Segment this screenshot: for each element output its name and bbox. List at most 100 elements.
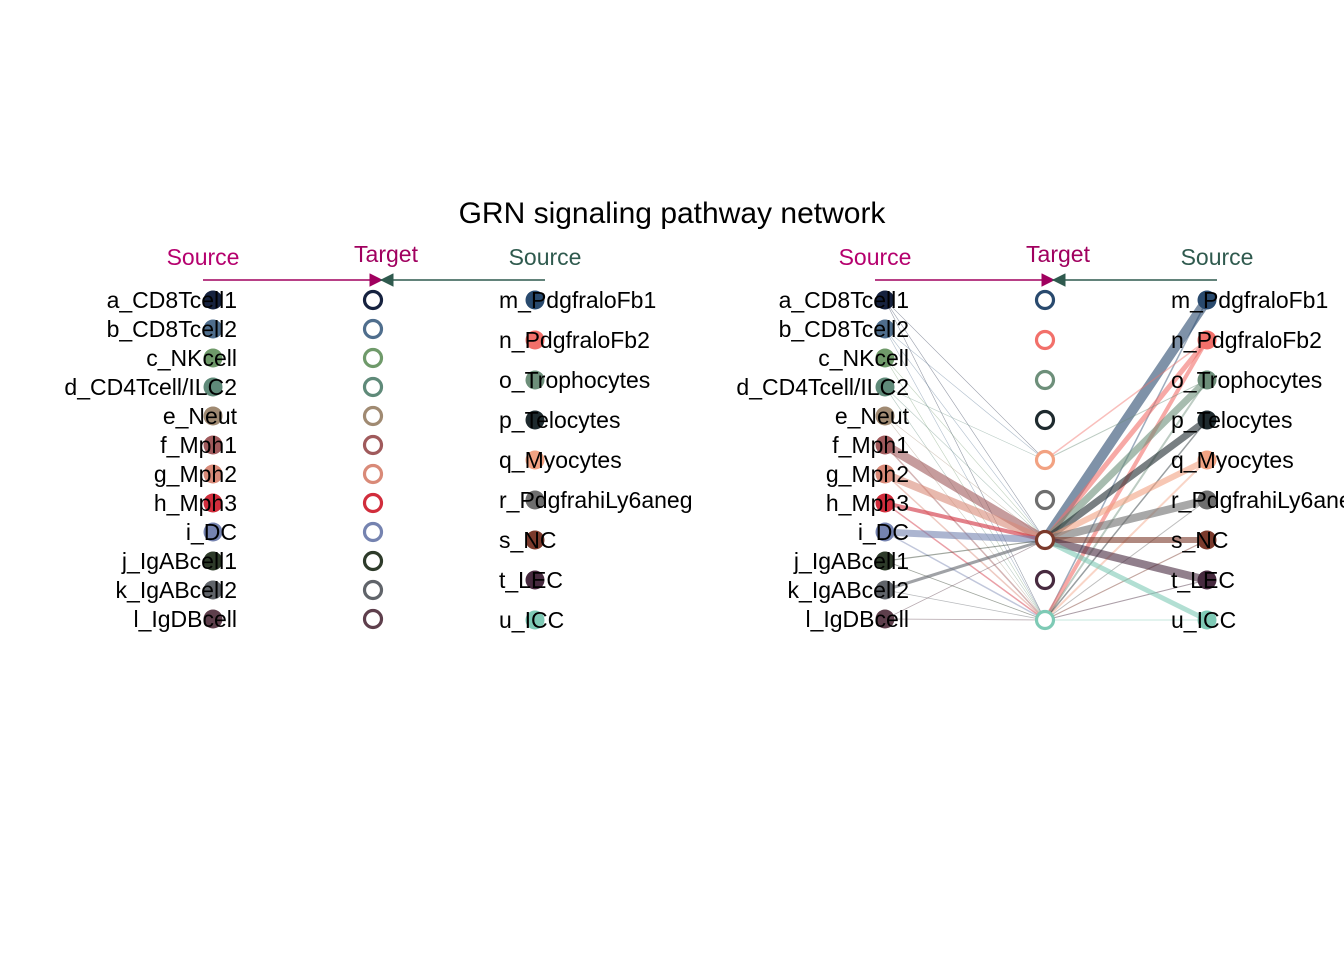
source-node-a [203, 290, 223, 310]
source-label-c: c_NKcell [818, 345, 909, 371]
source-node-l [203, 609, 223, 629]
target-node-r [1034, 489, 1056, 511]
target-node-k [362, 579, 384, 601]
source-label-l: l_IgDBcell [805, 606, 909, 632]
edge-i-to-u [884, 531, 1046, 621]
source-label-n: n_PdgfraloFb2 [1171, 327, 1322, 353]
source-label-b: b_CD8Tcell2 [779, 316, 909, 342]
source-node-m [525, 290, 545, 310]
source-label-s: s_NC [499, 527, 557, 553]
target-node-s [1034, 529, 1056, 551]
source-label-r: r_PdgfrahiLy6aneg [1171, 487, 1344, 513]
edge-d-to-s [884, 386, 1046, 541]
edge-j-to-u [884, 560, 1046, 621]
source-label-q: q_Myocytes [1171, 447, 1294, 473]
target-node-u [1034, 609, 1056, 631]
source-node-o [525, 370, 545, 390]
source-node-j [203, 551, 223, 571]
source-label-p: p_Telocytes [499, 407, 620, 433]
panel-right: Source Target Source a_CD8Tcell1 b_CD8Tcell2… [736, 241, 1344, 633]
source-node-g [875, 464, 895, 484]
target-node-p [1034, 409, 1056, 431]
edge-d-to-q [884, 386, 1046, 461]
edge-b-to-s [884, 328, 1046, 541]
source-node-n [525, 330, 545, 350]
source-node-c [875, 348, 895, 368]
source-node-q [1197, 450, 1217, 470]
source-label-g: g_Mph2 [154, 461, 237, 487]
source-label-b: b_CD8Tcell2 [107, 316, 237, 342]
source-node-b [875, 319, 895, 339]
target-node-m [1034, 289, 1056, 311]
source-node-r [525, 490, 545, 510]
panels: Source Target Source a_CD8Tcell1 b_CD8Tcell2… [64, 241, 1344, 633]
source-label-j: j_IgABcell1 [793, 548, 909, 574]
edge-q-to-s [1042, 457, 1210, 543]
source-node-i [203, 522, 223, 542]
source-label-e: e_Neut [163, 403, 238, 429]
target-node-b [362, 318, 384, 340]
source-node-e [203, 406, 223, 426]
source-node-i [875, 522, 895, 542]
source-label-c: c_NKcell [146, 345, 237, 371]
source-node-d [875, 377, 895, 397]
source-label-t: t_LEC [1171, 567, 1235, 593]
source-label-k: k_IgABcell2 [788, 577, 909, 603]
figure-title: GRN signaling pathway network [459, 197, 887, 230]
edge-a-to-q [884, 299, 1046, 461]
edge-k-to-u [884, 589, 1046, 621]
edges [880, 295, 1212, 623]
header-source-right: Source [1181, 244, 1254, 270]
edge-l-to-u [884, 618, 1046, 621]
source-node-o [1197, 370, 1217, 390]
source-label-r: r_PdgfrahiLy6aneg [499, 487, 693, 513]
source-label-d: d_CD4Tcell/ILC2 [64, 374, 237, 400]
header-source-right: Source [509, 244, 582, 270]
source-label-t: t_LEC [499, 567, 563, 593]
target-node-j [362, 550, 384, 572]
source-node-t [525, 570, 545, 590]
target-node-d [362, 376, 384, 398]
source-node-p [1197, 410, 1217, 430]
source-node-h [203, 493, 223, 513]
edge-n-to-s [1042, 337, 1210, 543]
source-label-f: f_Mph1 [160, 432, 237, 458]
source-node-d [203, 377, 223, 397]
edge-l-to-s [884, 539, 1046, 620]
source-node-e [875, 406, 895, 426]
target-node-l [362, 608, 384, 630]
source-node-n [1197, 330, 1217, 350]
source-label-l: l_IgDBcell [133, 606, 237, 632]
edge-h-to-s [883, 501, 1047, 542]
source-label-e: e_Neut [835, 403, 910, 429]
target-node-n [1034, 329, 1056, 351]
edge-c-to-s [884, 357, 1046, 541]
source-node-s [525, 530, 545, 550]
source-node-j [875, 551, 895, 571]
edge-f-to-s [880, 440, 1050, 545]
source-node-g [203, 464, 223, 484]
source-label-h: h_Mph3 [826, 490, 909, 516]
source-label-o: o_Trophocytes [499, 367, 650, 393]
edge-g-to-s [881, 470, 1049, 544]
target-node-o [1034, 369, 1056, 391]
edge-g-to-u [884, 473, 1046, 621]
edge-n-to-q [1044, 339, 1208, 461]
source-label-m: m_PdgfraloFb1 [1171, 287, 1328, 313]
source-node-f [203, 435, 223, 455]
source-node-u [1197, 610, 1217, 630]
source-label-d: d_CD4Tcell/ILC2 [736, 374, 909, 400]
target-node-i [362, 521, 384, 543]
source-label-i: i_DC [858, 519, 909, 545]
edge-k-to-s [883, 538, 1047, 592]
source-node-c [203, 348, 223, 368]
header-target: Target [354, 241, 419, 267]
source-label-m: m_PdgfraloFb1 [499, 287, 656, 313]
source-node-m [1197, 290, 1217, 310]
edge-t-to-s [1041, 536, 1211, 584]
source-label-k: k_IgABcell2 [116, 577, 237, 603]
target-node-c [362, 347, 384, 369]
source-label-u: u_ICC [1171, 607, 1236, 633]
source-node-l [875, 609, 895, 629]
edge-h-to-u [884, 502, 1046, 621]
